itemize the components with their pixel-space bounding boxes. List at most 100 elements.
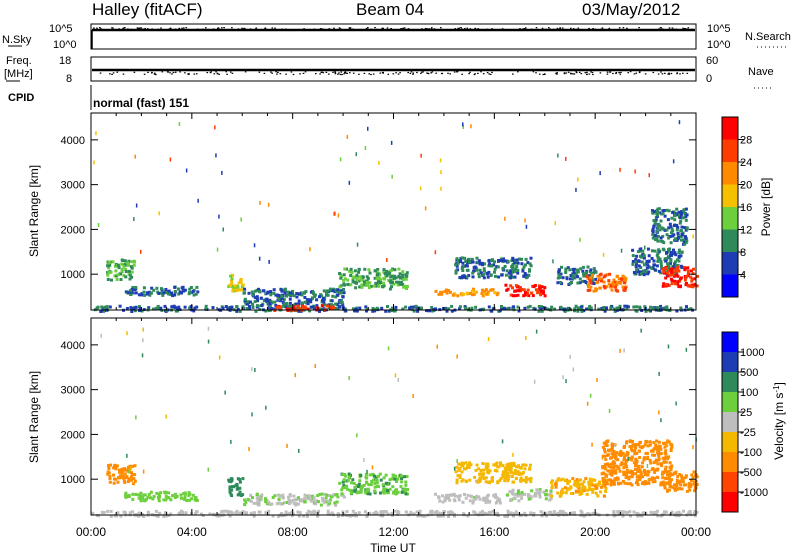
power-echo-cell — [193, 306, 197, 310]
power-echo-cell — [674, 237, 678, 241]
velocity-echo-cell — [483, 511, 487, 515]
velocity-echo-cell — [582, 489, 586, 493]
power-echo-cell — [513, 294, 517, 298]
velocity-echo-cell — [594, 484, 598, 488]
velocity-echo-cell — [113, 463, 117, 467]
power-echo-cell — [393, 274, 397, 278]
velocity-echo-cell — [484, 476, 488, 480]
velocity-echo-cell — [464, 480, 468, 484]
power-colorbar-tick-label: 12 — [740, 225, 752, 237]
velocity-echo-cell — [447, 495, 450, 499]
velocity-echo-cell — [496, 465, 500, 469]
nave-point — [109, 73, 111, 75]
nave-point — [635, 72, 638, 74]
power-echo-cell — [391, 306, 394, 310]
velocity-echo-cell — [457, 498, 461, 502]
velocity-echo-cell — [656, 451, 660, 455]
velocity-echo-cell — [435, 510, 439, 513]
nsearch-point — [370, 28, 372, 30]
nave-point — [652, 71, 655, 74]
power-echo-cell — [339, 289, 343, 293]
power-echo-cell — [116, 273, 120, 277]
velocity-echo-cell — [491, 509, 495, 513]
nave-point — [339, 73, 342, 76]
velocity-echo-speckle — [294, 373, 296, 378]
velocity-echo-cell — [636, 469, 640, 473]
velocity-echo-cell — [669, 447, 673, 451]
power-echo-cell — [132, 263, 136, 267]
velocity-echo-cell — [418, 511, 422, 515]
velocity-echo-cell — [559, 494, 563, 498]
power-echo-cell — [647, 254, 651, 258]
power-echo-cell — [680, 266, 684, 269]
velocity-echo-speckle — [363, 458, 365, 463]
nsearch-point — [602, 28, 605, 30]
power-colorbar-cell — [722, 117, 738, 140]
velocity-echo-cell — [682, 509, 685, 513]
power-echo-cell — [476, 260, 480, 264]
power-echo-cell — [516, 293, 520, 297]
velocity-echo-cell — [332, 493, 336, 497]
velocity-echo-cell — [510, 491, 514, 495]
power-echo-cell — [655, 209, 659, 213]
power-echo-cell — [646, 272, 650, 276]
power-echo-cell — [445, 291, 449, 295]
nsearch-point — [237, 28, 240, 30]
velocity-echo-cell — [649, 449, 653, 453]
velocity-echo-cell — [693, 514, 697, 518]
velocity-echo-cell — [506, 509, 510, 513]
nave-point — [225, 71, 227, 73]
power-echo-cell — [106, 264, 110, 268]
power-echo-cell — [530, 291, 533, 295]
velocity-echo-cell — [573, 480, 577, 483]
power-echo-speckle — [240, 217, 242, 222]
nsearch-point — [638, 27, 640, 29]
power-echo-cell — [479, 271, 483, 275]
power-echo-cell — [478, 262, 482, 266]
power-echo-cell — [375, 281, 379, 285]
velocity-echo-cell — [576, 481, 579, 485]
velocity-echo-cell — [187, 491, 191, 495]
power-echo-speckle — [462, 125, 464, 129]
velocity-echo-cell — [678, 487, 682, 490]
velocity-echo-cell — [129, 475, 133, 479]
velocity-echo-cell — [549, 490, 553, 494]
velocity-echo-cell — [252, 501, 256, 505]
power-echo-cell — [669, 231, 673, 235]
power-echo-cell — [183, 288, 187, 292]
power-echo-cell — [279, 287, 283, 291]
power-echo-cell — [588, 279, 592, 283]
power-echo-cell — [334, 295, 338, 299]
velocity-echo-cell — [437, 496, 441, 500]
velocity-echo-cell — [610, 444, 614, 448]
power-echo-cell — [192, 293, 196, 297]
power-echo-cell — [676, 282, 680, 286]
noise-left-tick-high: 10^5 — [49, 23, 73, 35]
power-echo-cell — [137, 293, 141, 297]
power-echo-speckle — [158, 211, 160, 216]
velocity-echo-cell — [474, 468, 478, 472]
power-echo-cell — [127, 290, 130, 294]
velocity-echo-cell — [460, 470, 464, 474]
velocity-echo-cell — [271, 514, 275, 518]
power-echo-speckle — [348, 180, 351, 185]
velocity-echo-cell — [183, 491, 187, 495]
velocity-echo-cell — [368, 511, 372, 515]
velocity-echo-cell — [625, 441, 628, 445]
power-echo-cell — [656, 252, 660, 256]
power-echo-speckle — [390, 140, 393, 145]
velocity-echo-cell — [139, 493, 143, 497]
velocity-ylabel: Slant Range [km] — [27, 371, 41, 463]
velocity-echo-cell — [498, 479, 502, 482]
velocity-echo-cell — [395, 488, 398, 492]
power-echo-cell — [401, 307, 405, 311]
power-echo-cell — [585, 274, 589, 278]
velocity-echo-cell — [445, 493, 449, 497]
power-echo-cell — [456, 294, 460, 298]
power-echo-cell — [513, 261, 517, 265]
power-echo-cell — [624, 278, 627, 282]
nave-point — [615, 72, 618, 74]
velocity-echo-cell — [478, 478, 482, 482]
nsearch-point — [577, 27, 580, 29]
